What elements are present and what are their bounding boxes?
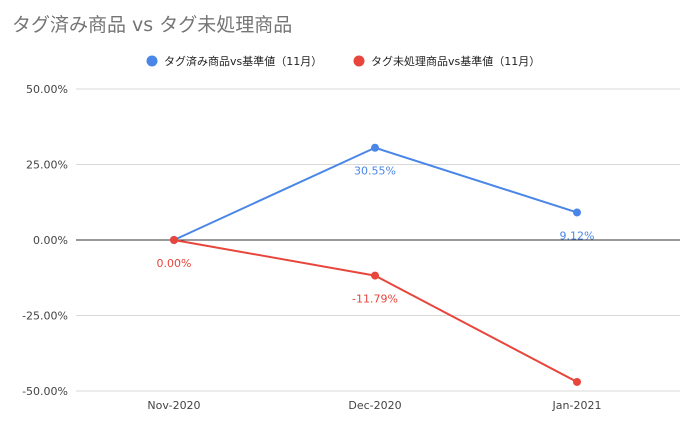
- data-label: 0.00%: [157, 257, 192, 270]
- data-point: [573, 377, 581, 386]
- legend-marker: [146, 55, 158, 67]
- y-tick-label: 25.00%: [26, 159, 68, 172]
- legend-label: タグ済み商品vs基準値（11月）: [164, 54, 322, 68]
- y-tick-label: -25.00%: [22, 310, 68, 323]
- data-label: 30.55%: [354, 165, 396, 178]
- chart-title: タグ済み商品 vs タグ未処理商品: [12, 14, 293, 36]
- y-tick-label: -50.00%: [22, 385, 68, 398]
- data-point: [371, 271, 379, 280]
- y-tick-label: 0.00%: [33, 234, 68, 247]
- series-line: [173, 146, 578, 241]
- x-tick-label: Dec-2020: [348, 399, 401, 412]
- data-point: [573, 208, 581, 217]
- legend-marker: [353, 55, 365, 67]
- y-tick-label: 50.00%: [26, 83, 68, 96]
- data-label: -11.79%: [352, 293, 398, 306]
- x-tick-label: Nov-2020: [147, 399, 200, 412]
- legend-label: タグ未処理商品vs基準値（11月）: [371, 54, 540, 68]
- data-point: [371, 143, 379, 152]
- x-tick-label: Jan-2021: [552, 399, 602, 412]
- data-label: 9.12%: [560, 229, 595, 242]
- data-point: [170, 236, 178, 244]
- series-line: [173, 239, 578, 383]
